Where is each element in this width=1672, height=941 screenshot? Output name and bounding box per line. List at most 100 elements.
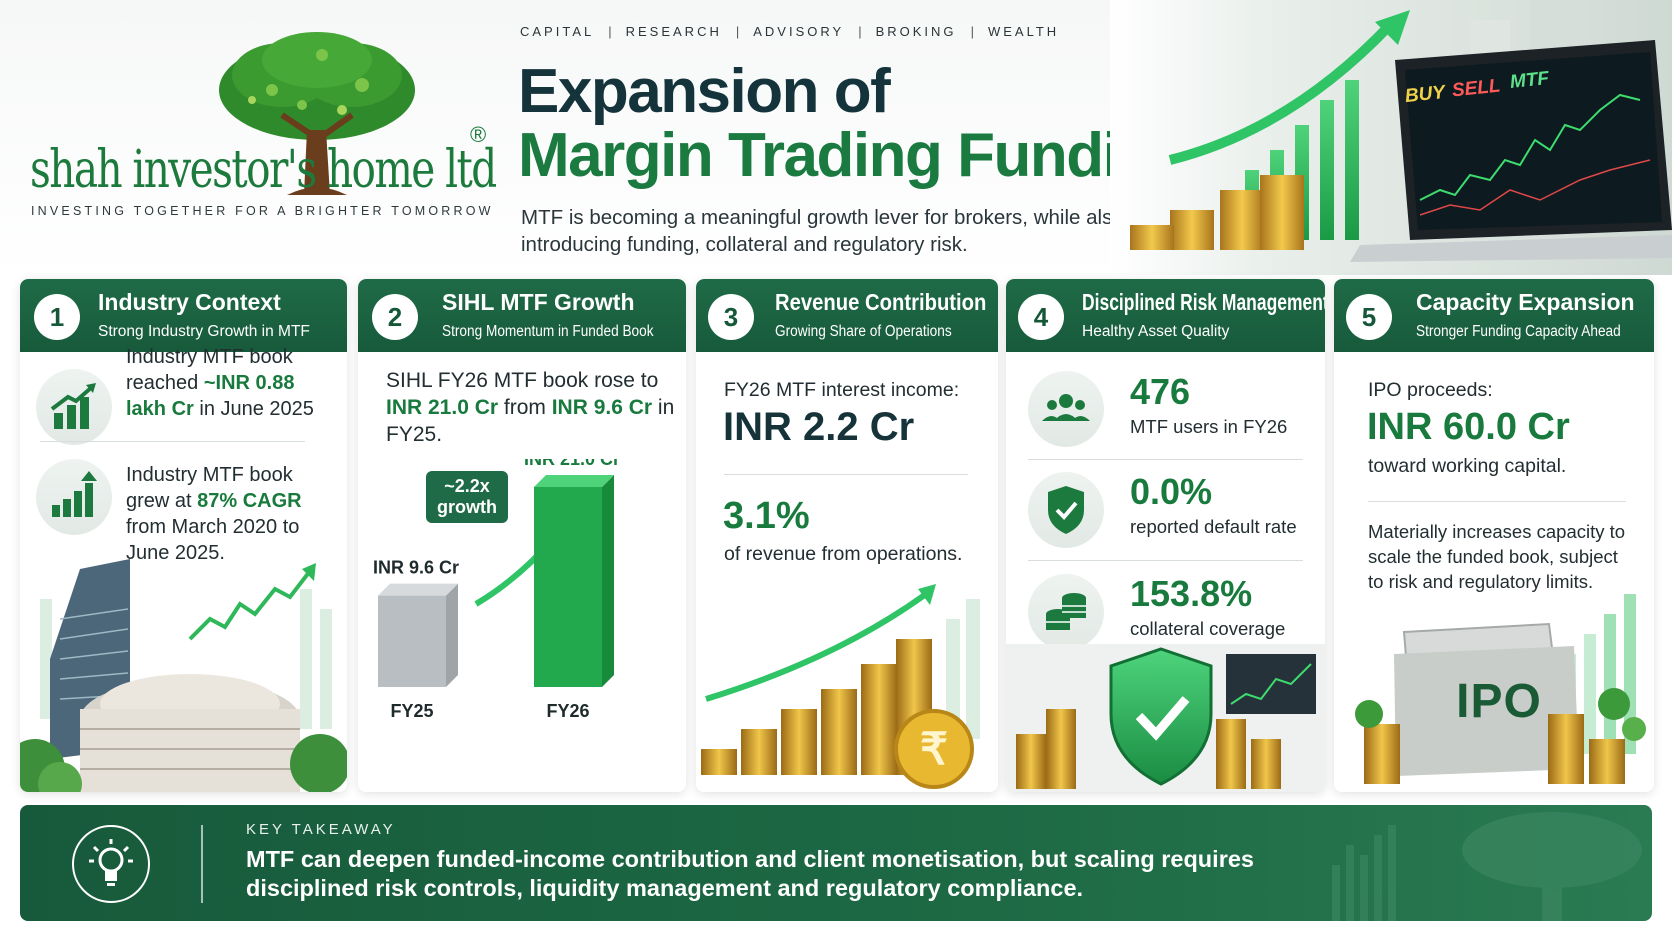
service-separator: | — [608, 24, 612, 39]
page-subtitle: MTF is becoming a meaningful growth leve… — [521, 206, 1124, 256]
industry-cagr-value: 87% CAGR — [197, 490, 302, 512]
logo-wordmark: shah investor's home ltd — [30, 140, 497, 200]
card-subtitle: Growing Share of Operations — [775, 323, 952, 340]
collateral-coverage-label: collateral coverage — [1130, 618, 1286, 639]
service-broking: BROKING — [875, 24, 957, 39]
card-title: SIHL MTF Growth — [442, 289, 635, 315]
card-number: 1 — [34, 294, 80, 340]
revenue-share-label: of revenue from operations. — [724, 543, 963, 565]
text-post: from March 2020 to June 2025. — [126, 516, 300, 564]
divider — [1028, 459, 1303, 460]
takeaway-divider — [201, 825, 203, 903]
industry-book-value: ~INR 0.88 lakh Cr — [126, 372, 295, 420]
bar-fy26 — [534, 487, 602, 687]
coin-stacks — [1130, 175, 1304, 250]
card-number: 2 — [372, 294, 418, 340]
card-header: 3 Revenue Contribution Growing Share of … — [696, 279, 998, 352]
key-takeaway-banner: KEY TAKEAWAY MTF can deepen funded-incom… — [20, 805, 1652, 921]
growth-multiple: ~2.2x — [444, 476, 490, 496]
ipo-value: INR 60.0 Cr — [1367, 406, 1570, 448]
card-subtitle: Strong Industry Growth in MTF — [98, 323, 310, 340]
divider — [40, 441, 305, 442]
ipo-illustration — [1355, 594, 1646, 784]
card-header: 5 Capacity Expansion Stronger Funding Ca… — [1334, 279, 1654, 352]
card-title: Capacity Expansion — [1416, 289, 1635, 315]
company-logo: shah investor's home ltd ® INVESTING TOG… — [22, 30, 502, 230]
default-rate-value: 0.0% — [1130, 471, 1213, 512]
mtf-users-label: MTF users in FY26 — [1130, 416, 1288, 437]
service-separator: | — [970, 24, 974, 39]
screen-label-mtf: MTF — [1508, 68, 1550, 93]
page-title-line1: Expansion of — [518, 57, 891, 126]
page-title-line2: Margin Trading Funding — [518, 121, 1193, 190]
text-pre: SIHL FY26 MTF book rose to — [386, 369, 659, 392]
coin-growth-illustration — [701, 584, 980, 789]
service-wealth: WEALTH — [987, 24, 1060, 39]
card-number: 5 — [1346, 294, 1392, 340]
capacity-note: Materially increases capacity to scale t… — [1368, 521, 1626, 592]
bar-value-label: INR 9.6 Cr — [373, 558, 459, 578]
ipo-use: toward working capital. — [1368, 455, 1567, 477]
bar-fy25 — [378, 595, 446, 687]
card-title: Industry Context — [98, 289, 281, 315]
service-capital: CAPITAL — [520, 24, 595, 39]
bar-top — [534, 475, 614, 487]
card-subtitle: Strong Momentum in Funded Book — [442, 323, 654, 340]
income-value: INR 2.2 Cr — [723, 405, 915, 449]
tree-logo-icon — [219, 32, 415, 195]
divider — [1368, 501, 1626, 502]
growth-badge: ~2.2x growth — [426, 471, 508, 523]
ipo-sign-text: IPO — [1456, 675, 1542, 728]
industry-book-text: Industry MTF book reached ~INR 0.88 lakh… — [126, 344, 326, 422]
service-separator: | — [735, 24, 740, 39]
bar-growth-icon — [36, 459, 112, 535]
shield-check-icon — [1028, 472, 1104, 548]
chart-up-icon — [36, 369, 112, 445]
lightbulb-icon — [72, 825, 150, 903]
card-header: 1 Industry Context Strong Industry Growt… — [20, 279, 347, 352]
registered-mark: ® — [470, 122, 487, 147]
shield-coins-illustration — [1006, 644, 1325, 792]
text-pre: Industry MTF book grew at — [126, 464, 293, 512]
fy26-book-value: INR 21.0 Cr — [386, 396, 499, 419]
bar-value-label: INR 21.0 Cr — [524, 459, 620, 469]
laptop-screen — [1350, 40, 1672, 262]
sihl-bar-chart: INR 9.6 Cr FY25 INR 21.0 Cr FY26 — [373, 459, 620, 721]
text-post: in FY25. — [386, 396, 675, 446]
tree-watermark-icon — [1332, 812, 1642, 921]
sihl-book-text: SIHL FY26 MTF book rose to INR 21.0 Cr f… — [386, 367, 676, 448]
card-subtitle: Healthy Asset Quality — [1082, 323, 1230, 340]
rupee-coin-icon — [894, 709, 974, 789]
card-title: Disciplined Risk Management — [1082, 289, 1325, 315]
ipo-label: IPO proceeds: — [1368, 379, 1493, 401]
bar-side — [446, 583, 458, 687]
card-number: 4 — [1018, 294, 1064, 340]
stock-exchange-illustration — [20, 559, 347, 792]
hero-illustration — [1110, 0, 1672, 275]
card-revenue-contribution: 3 Revenue Contribution Growing Share of … — [696, 279, 998, 792]
divider — [1028, 560, 1303, 561]
coins-icon — [1028, 574, 1104, 650]
card-subtitle: Stronger Funding Capacity Ahead — [1416, 323, 1621, 340]
service-research: RESEARCH — [625, 24, 722, 39]
takeaway-label: KEY TAKEAWAY — [246, 821, 396, 838]
income-label: FY26 MTF interest income: — [724, 379, 960, 401]
bar-top — [378, 583, 458, 596]
divider — [724, 474, 968, 475]
text-post: in June 2025 — [193, 398, 314, 420]
screen-label-buy: BUY — [1403, 81, 1447, 108]
rupee-symbol: ₹ — [920, 725, 948, 774]
service-advisory: ADVISORY — [753, 24, 845, 39]
bar-category-label: FY25 — [390, 701, 433, 721]
card-sihl-mtf-growth: 2 SIHL MTF Growth Strong Momentum in Fun… — [358, 279, 686, 792]
users-icon — [1028, 371, 1104, 447]
industry-cagr-text: Industry MTF book grew at 87% CAGR from … — [126, 462, 326, 566]
card-risk-management: 4 Disciplined Risk Management Healthy As… — [1006, 279, 1325, 792]
card-header: 4 Disciplined Risk Management Healthy As… — [1006, 279, 1325, 352]
fy25-book-value: INR 9.6 Cr — [551, 396, 653, 419]
services-nav: CAPITAL | RESEARCH | ADVISORY | BROKING | WEALTH — [520, 24, 1059, 39]
revenue-share-value: 3.1% — [723, 495, 810, 537]
service-separator: | — [858, 24, 862, 39]
mtf-users-value: 476 — [1130, 371, 1191, 412]
bar-side — [602, 475, 614, 687]
